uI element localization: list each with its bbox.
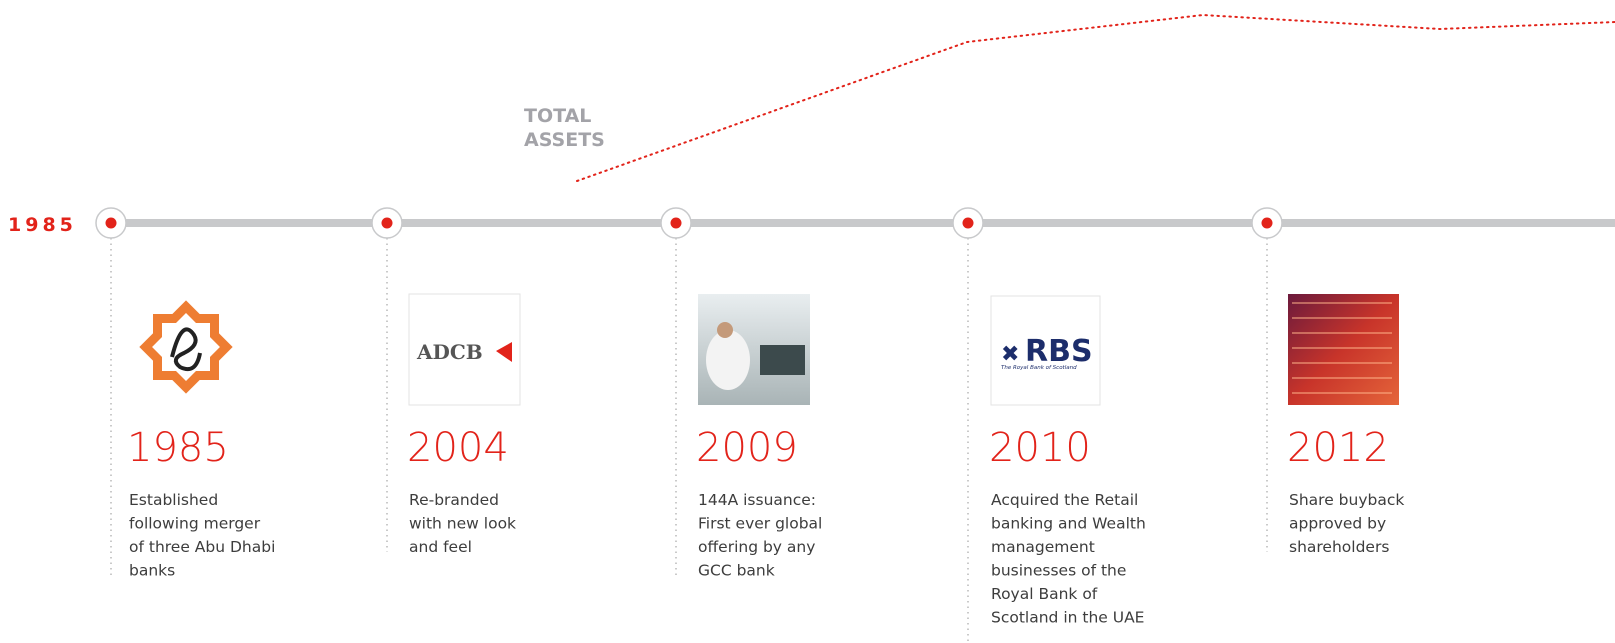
photo — [706, 330, 750, 390]
logo-text: RBS — [1025, 334, 1093, 369]
event-description: Royal Bank of — [991, 585, 1098, 603]
event-description: Established — [129, 491, 218, 509]
photo — [1288, 294, 1399, 405]
event-description: 144A issuance: — [698, 491, 816, 509]
event-description: offering by any — [698, 538, 815, 556]
event-description: with new look — [409, 515, 516, 533]
photo — [1292, 377, 1392, 379]
event-year: 1985 — [127, 425, 229, 471]
trend-label: ASSETS — [524, 129, 605, 151]
photo — [760, 345, 805, 375]
photo — [1292, 362, 1392, 364]
photo — [1292, 302, 1392, 304]
trend-line — [577, 15, 1615, 181]
event-description: shareholders — [1289, 538, 1389, 556]
event-description: businesses of the — [991, 562, 1126, 580]
event-description: Scotland in the UAE — [991, 609, 1144, 627]
event-description: following merger — [129, 515, 261, 533]
logo-subtext: The Royal Bank of Scotland — [1001, 365, 1077, 371]
event-year: 2010 — [989, 425, 1091, 471]
photo — [1292, 332, 1392, 334]
milestone-dot — [382, 218, 393, 229]
photo — [717, 322, 733, 338]
event-year: 2004 — [407, 425, 509, 471]
milestone-dot — [963, 218, 974, 229]
timeline: TOTAL ASSETS 1985 1985 Established followi… — [0, 0, 1615, 643]
milestone-dot — [671, 218, 682, 229]
event-year: 2009 — [696, 425, 798, 471]
trend-label: TOTAL — [524, 105, 591, 127]
event-description: management — [991, 538, 1095, 556]
event-description: First ever global — [698, 515, 822, 533]
photo — [1292, 392, 1392, 394]
event-year: 2012 — [1287, 425, 1389, 471]
timeline-bar — [111, 219, 1615, 227]
start-label: 1985 — [8, 214, 77, 236]
event-description: and feel — [409, 538, 472, 556]
event-description: banks — [129, 562, 175, 580]
logo: ✖ — [1001, 342, 1019, 367]
event-description: approved by — [1289, 515, 1386, 533]
milestone-dot — [106, 218, 117, 229]
event-description: Acquired the Retail — [991, 491, 1138, 509]
photo — [1292, 317, 1392, 319]
event-description: of three Abu Dhabi — [129, 538, 275, 556]
event-description: Share buyback — [1289, 491, 1404, 509]
event-description: Re-branded — [409, 491, 499, 509]
milestone-dot — [1262, 218, 1273, 229]
logo-text: ADCB — [416, 340, 483, 364]
event-description: GCC bank — [698, 562, 775, 580]
photo — [1292, 347, 1392, 349]
event-description: banking and Wealth — [991, 515, 1146, 533]
events: 1985 Established following merger of three … — [96, 208, 1404, 643]
